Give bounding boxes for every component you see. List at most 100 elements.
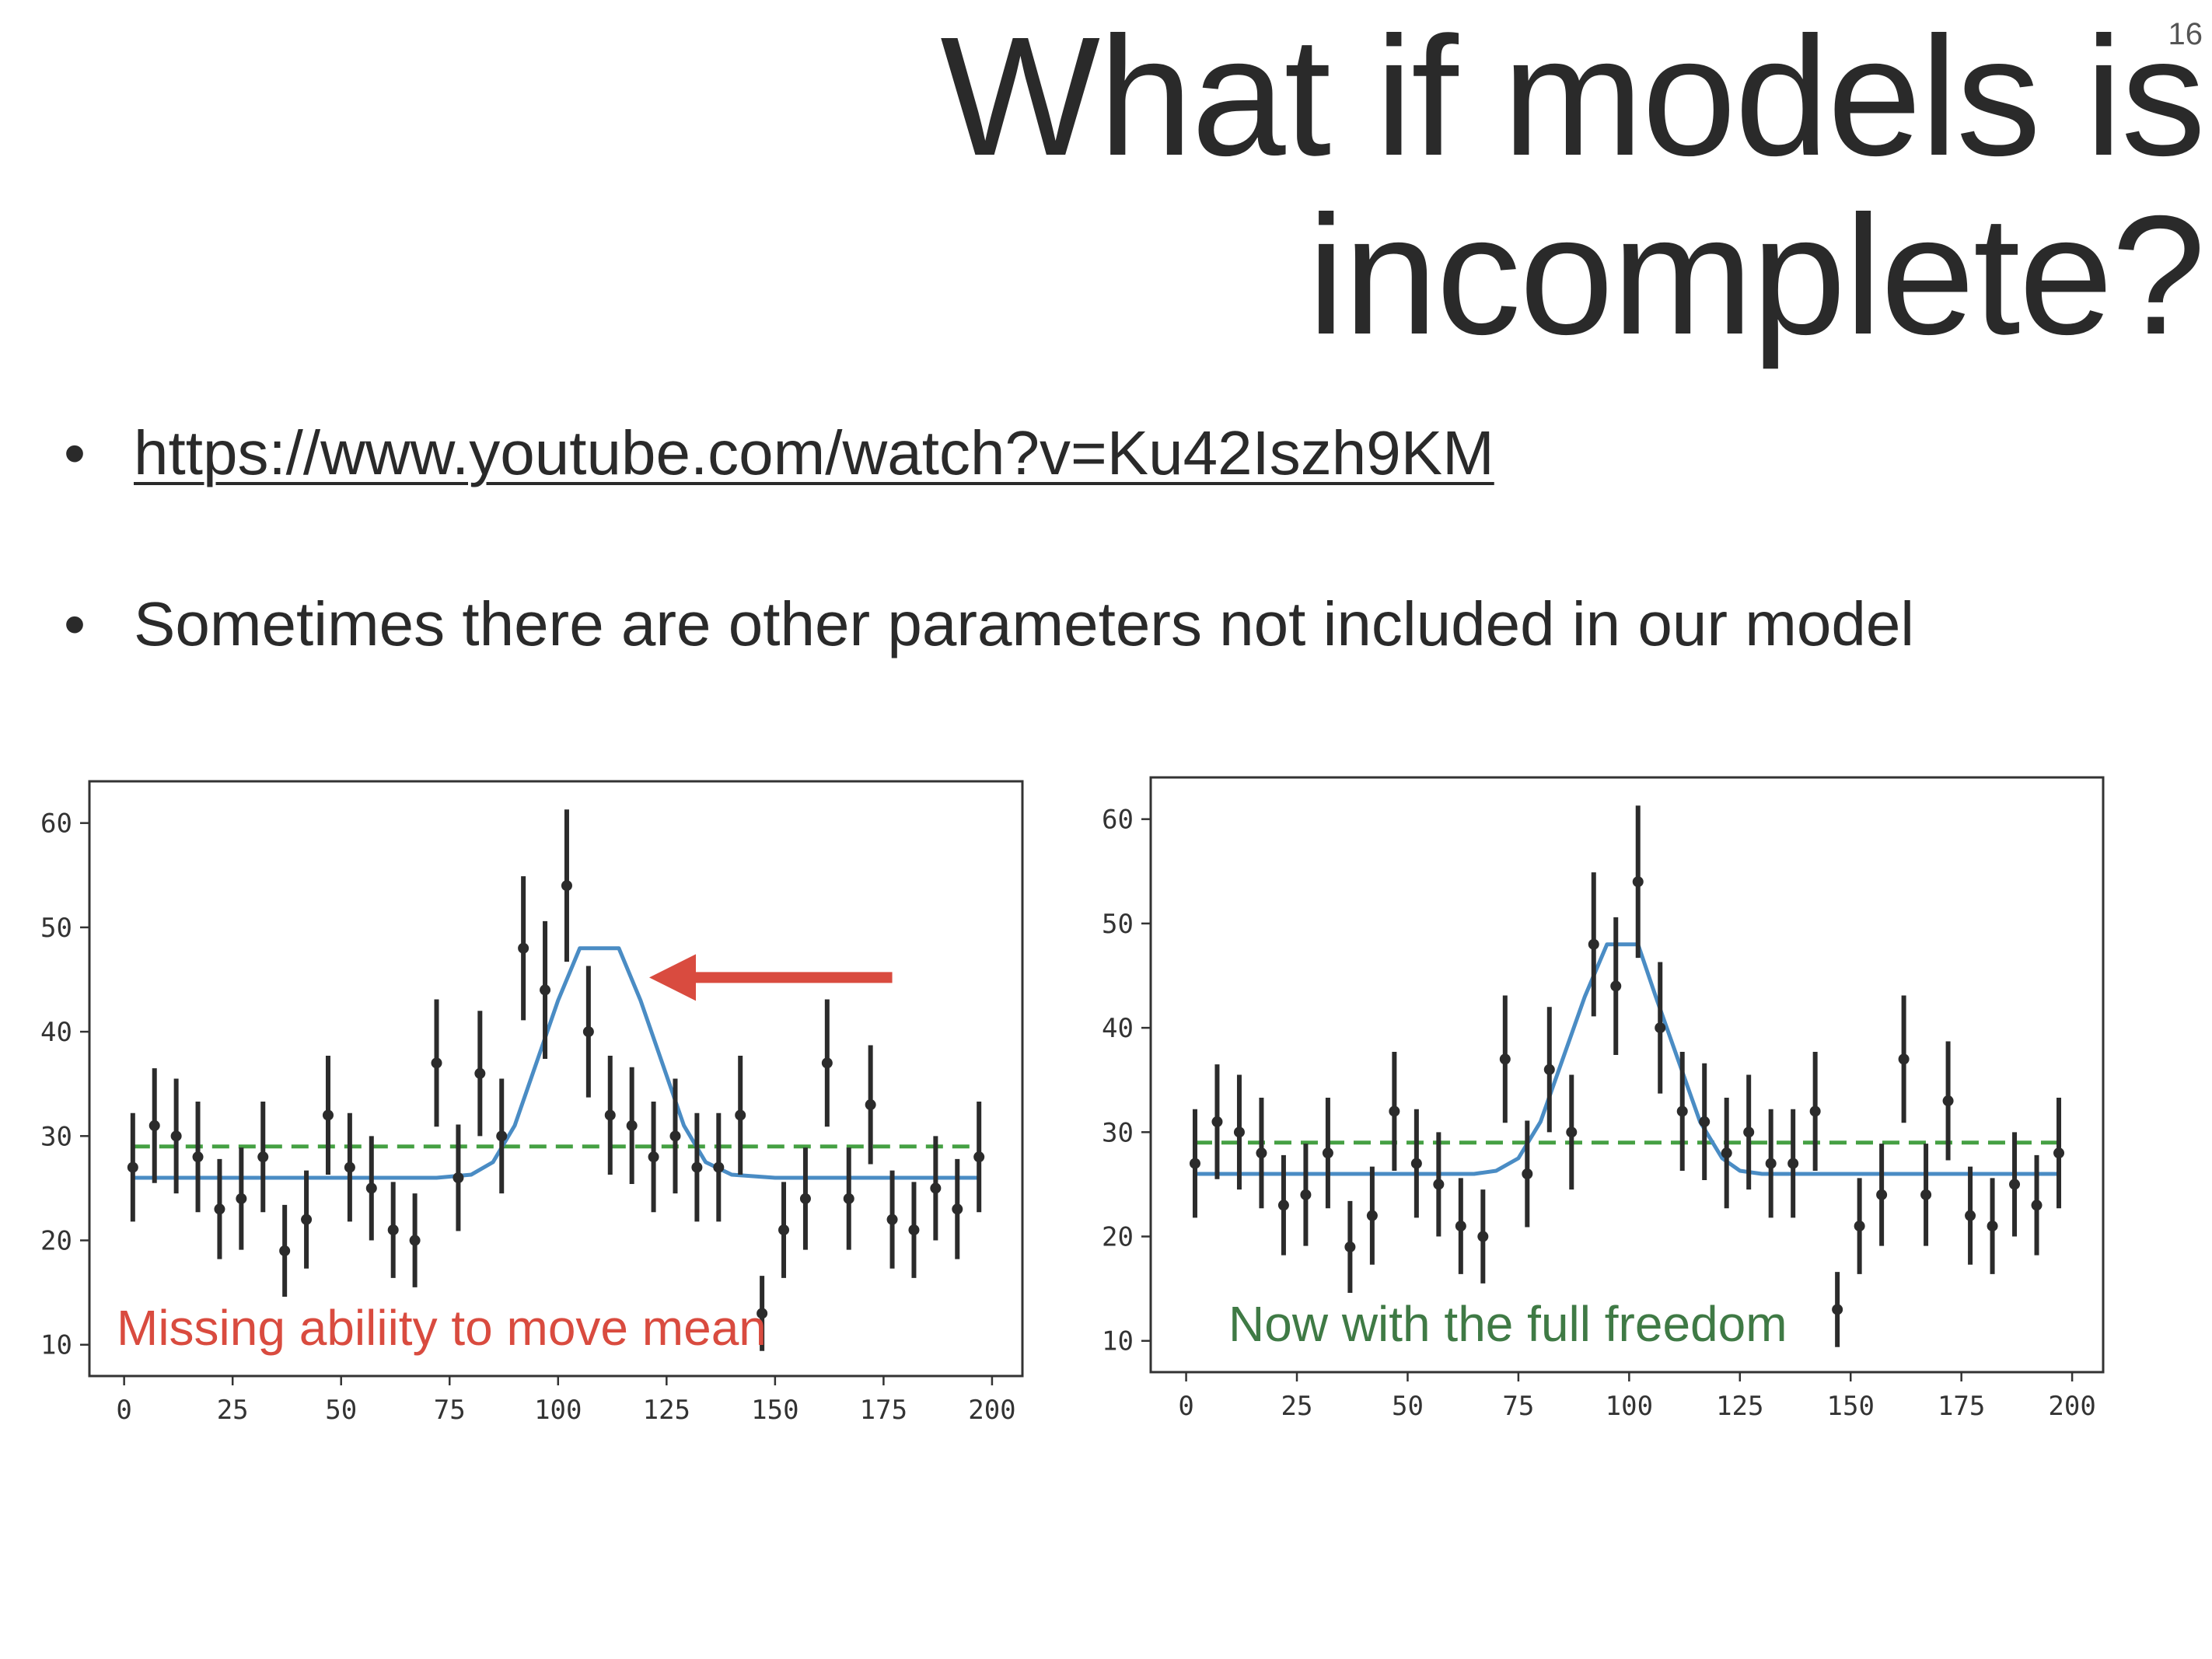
data-point: [1632, 876, 1644, 888]
data-point: [1499, 1053, 1511, 1065]
x-tick-label: 150: [1827, 1391, 1875, 1422]
x-tick-label: 125: [1716, 1391, 1763, 1422]
y-tick-label: 20: [1102, 1222, 1134, 1253]
data-point: [1256, 1147, 1267, 1159]
y-tick-label: 20: [40, 1226, 72, 1257]
data-point: [409, 1235, 421, 1246]
data-point: [757, 1308, 768, 1319]
x-tick-label: 75: [1502, 1391, 1534, 1422]
data-point: [1211, 1116, 1223, 1127]
y-tick-label: 30: [1102, 1117, 1134, 1148]
x-tick-label: 175: [1938, 1391, 1985, 1422]
data-point: [2031, 1200, 2043, 1211]
data-point: [973, 1151, 985, 1163]
data-point: [908, 1224, 920, 1236]
data-point: [691, 1161, 703, 1173]
data-point: [387, 1224, 399, 1236]
x-tick-label: 200: [968, 1395, 1015, 1426]
data-point: [214, 1203, 225, 1215]
data-point: [1920, 1189, 1932, 1200]
data-point: [1809, 1105, 1821, 1117]
data-point: [192, 1151, 204, 1163]
x-tick-label: 50: [1392, 1391, 1424, 1422]
data-point: [930, 1182, 942, 1194]
data-point: [1854, 1221, 1865, 1232]
chart-annotation: Now with the full freedom: [1228, 1296, 1787, 1352]
x-tick-label: 0: [116, 1395, 131, 1426]
data-point: [604, 1109, 616, 1121]
data-point: [886, 1214, 898, 1225]
data-point: [1477, 1231, 1489, 1242]
data-point: [2053, 1147, 2065, 1159]
x-tick-label: 150: [751, 1395, 798, 1426]
data-point: [1455, 1221, 1466, 1232]
plot-frame: [1149, 776, 2105, 1374]
y-tick-label: 10: [40, 1330, 72, 1361]
title-line-1: What if models is: [940, 2, 2206, 191]
data-point: [1743, 1126, 1755, 1138]
data-point: [453, 1172, 464, 1183]
slide-title: What if models is incomplete?: [416, 2, 2206, 370]
bullet-text: Sometimes there are other parameters not…: [134, 589, 1915, 658]
y-tick-label: 60: [1102, 805, 1134, 836]
data-point: [1233, 1126, 1245, 1138]
x-tick-label: 25: [217, 1395, 249, 1426]
model-curve: [132, 946, 980, 1180]
data-point: [1942, 1095, 1954, 1107]
data-point: [713, 1161, 725, 1173]
data-point: [496, 1130, 508, 1142]
data-point: [1300, 1189, 1312, 1200]
data-point: [1433, 1179, 1445, 1190]
data-point: [1987, 1221, 1998, 1232]
y-tick-label: 40: [40, 1017, 72, 1048]
bullet-item-text: • Sometimes there are other parameters no…: [64, 587, 1914, 662]
data-point: [170, 1130, 182, 1142]
data-point: [1765, 1158, 1777, 1169]
y-tick-label: 60: [40, 809, 72, 840]
title-line-2: incomplete?: [1307, 181, 2206, 370]
arrow-head-icon: [649, 954, 696, 1001]
x-tick-label: 100: [534, 1395, 582, 1426]
data-point: [474, 1067, 486, 1079]
data-point: [1832, 1304, 1843, 1315]
data-point: [1410, 1158, 1422, 1169]
data-point: [561, 880, 572, 892]
data-point: [431, 1057, 442, 1069]
data-point: [1322, 1147, 1333, 1159]
data-point: [1566, 1126, 1578, 1138]
data-point: [1898, 1053, 1910, 1065]
x-tick-label: 75: [434, 1395, 466, 1426]
data-point: [1965, 1210, 1976, 1221]
data-point: [365, 1182, 377, 1194]
data-point: [1610, 980, 1622, 992]
data-point: [1876, 1189, 1888, 1200]
chart-right: 0 25 50 75 100 125 150 175 200 10 20 30 40 50 60 Now wi…: [1102, 776, 2105, 1422]
data-point: [1721, 1147, 1732, 1159]
data-point: [582, 1026, 594, 1038]
youtube-link[interactable]: https://www.youtube.com/watch?v=Ku42Iszh…: [134, 418, 1494, 487]
data-point: [1277, 1200, 1289, 1211]
data-point: [127, 1161, 138, 1173]
data-point: [344, 1161, 355, 1173]
data-point: [735, 1109, 746, 1121]
chart-annotation: Missing abiliity to move mean: [117, 1300, 767, 1356]
data-point: [1699, 1116, 1711, 1127]
chart-left: 0 25 50 75 100 125 150 175 200 10 20 30 40 50 60 Missin…: [40, 780, 1024, 1426]
bullet-dot-icon: •: [64, 418, 86, 487]
data-point: [301, 1214, 313, 1225]
data-point: [648, 1151, 659, 1163]
data-point: [2009, 1179, 2021, 1190]
data-point: [1655, 1022, 1666, 1034]
x-tick-label: 175: [860, 1395, 907, 1426]
y-tick-label: 50: [40, 913, 72, 944]
data-point: [322, 1109, 334, 1121]
data-point: [1676, 1105, 1688, 1117]
data-point: [540, 984, 551, 996]
x-tick-label: 100: [1606, 1391, 1653, 1422]
data-point: [279, 1245, 291, 1256]
data-point: [149, 1119, 160, 1131]
x-tick-label: 200: [2048, 1391, 2095, 1422]
data-point: [1189, 1158, 1200, 1169]
bullet-item-link: • https://www.youtube.com/watch?v=Ku42Isz…: [64, 416, 1494, 491]
data-point: [778, 1224, 790, 1236]
